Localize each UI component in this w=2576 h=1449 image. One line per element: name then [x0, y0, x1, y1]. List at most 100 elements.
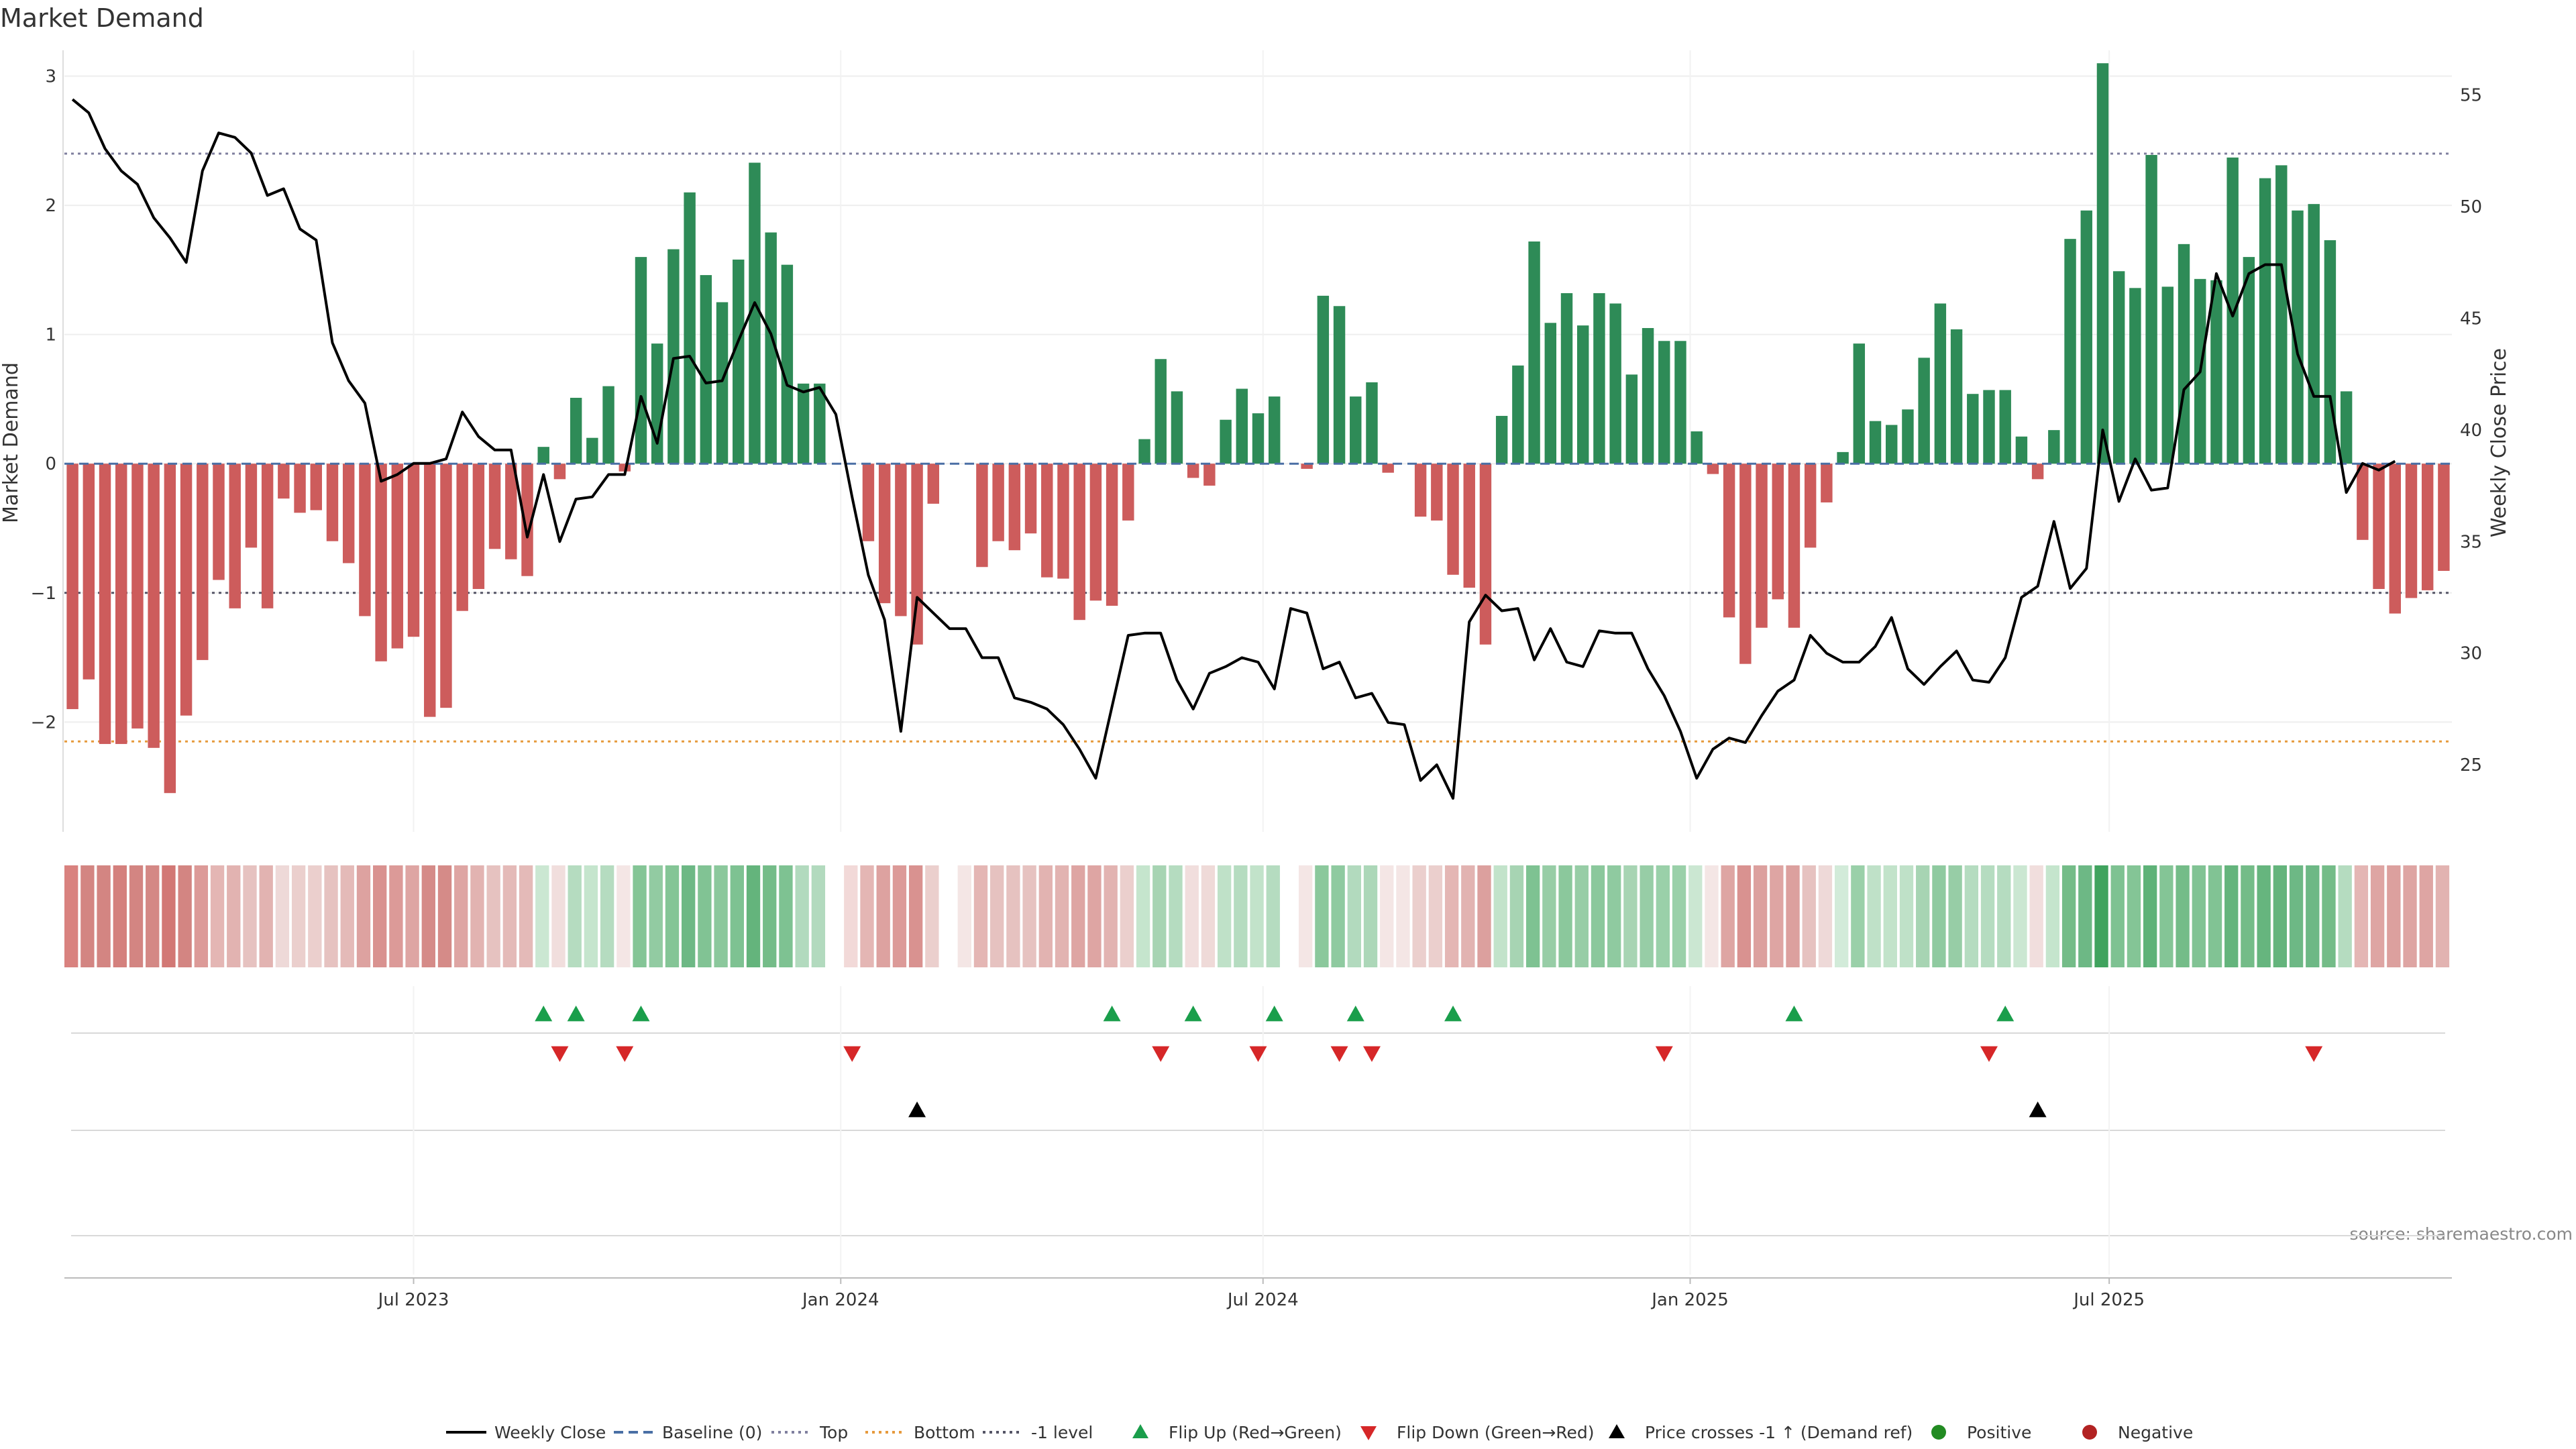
strip-cell [2403, 865, 2417, 967]
left-tick-label: −1 [31, 584, 56, 604]
strip-cell [1509, 865, 1524, 967]
bar-negative [456, 464, 468, 611]
strip-cell [1818, 865, 1833, 967]
flip-down-marker [1330, 1046, 1348, 1062]
bar-positive [2161, 286, 2174, 464]
bar-negative [976, 464, 988, 568]
strip-cell [925, 865, 939, 967]
bar-positive [2178, 244, 2190, 464]
bar-negative [375, 464, 387, 661]
strip-cell [1802, 865, 1816, 967]
strip-cell [665, 865, 680, 967]
bar-negative [359, 464, 371, 616]
demand-bars [66, 63, 2450, 794]
strip-cell [2176, 865, 2190, 967]
bar-positive [2259, 178, 2271, 464]
legend-label: Negative [2118, 1423, 2193, 1442]
bar-positive [1220, 419, 1232, 464]
bar-positive [1934, 303, 1947, 464]
legend-label: Top [819, 1423, 848, 1442]
bar-positive [1902, 409, 1914, 464]
strip-cell [1753, 865, 1768, 967]
bar-positive [1333, 306, 1346, 464]
bar-negative [1756, 464, 1768, 628]
bar-positive [1593, 293, 1605, 464]
bar-negative [472, 464, 485, 589]
bar-positive [814, 383, 826, 464]
legend-swatch-triangle-black [1609, 1424, 1625, 1438]
bar-negative [278, 464, 290, 499]
bar-negative [245, 464, 258, 548]
bar-negative [1447, 464, 1459, 575]
strip-cell [308, 865, 322, 967]
bar-positive [1967, 394, 1979, 464]
bar-negative [229, 464, 241, 608]
bar-positive [1252, 413, 1265, 464]
price-cross-marker [2029, 1102, 2047, 1118]
bar-positive [635, 257, 647, 464]
legend-label: -1 level [1031, 1423, 1093, 1442]
bar-negative [83, 464, 95, 680]
strip-cell [1964, 865, 1979, 967]
bar-negative [2031, 464, 2044, 480]
bar-negative [895, 464, 907, 616]
bar-negative [1788, 464, 1801, 628]
strip-cell [1412, 865, 1426, 967]
strip-cell [2029, 865, 2043, 967]
left-tick-label: 3 [45, 67, 56, 87]
strip-cell [2273, 865, 2288, 967]
strip-cell [1932, 865, 1946, 967]
legend-label: Flip Up (Red→Green) [1169, 1423, 1342, 1442]
strip-cell [2078, 865, 2092, 967]
strip-cell [1136, 865, 1150, 967]
bar-negative [1821, 464, 1833, 502]
right-tick-label: 25 [2460, 755, 2482, 775]
strip-cell [1363, 865, 1378, 967]
bar-positive [1268, 396, 1281, 464]
flip-down-marker [1249, 1046, 1267, 1062]
strip-cell [113, 865, 127, 967]
strip-cell [373, 865, 387, 967]
bar-negative [180, 464, 193, 716]
left-tick-label: 1 [45, 325, 56, 345]
strip-cell [1883, 865, 1897, 967]
bar-positive [1609, 303, 1621, 464]
strip-cell [2322, 865, 2336, 967]
strip-cell [1705, 865, 1719, 967]
strip-cell [1201, 865, 1216, 967]
strip-cell [2224, 865, 2239, 967]
strip-cell [600, 865, 614, 967]
bar-positive [765, 232, 777, 464]
weekly-close-polyline [71, 98, 2396, 800]
strip-cell [1834, 865, 1849, 967]
y-axis-label-right: Weekly Close Price [2487, 348, 2511, 537]
strip-cell [1120, 865, 1134, 967]
strip-cell [1867, 865, 1881, 967]
legend-item: Baseline (0) [614, 1423, 762, 1442]
strip-cell [146, 865, 160, 967]
strip-cell [1169, 865, 1183, 967]
legend-item: Negative [2082, 1423, 2193, 1442]
bar-negative [391, 464, 404, 649]
strip-cell [746, 865, 761, 967]
flip-down-marker [2305, 1046, 2323, 1062]
left-tick-label: −2 [31, 712, 56, 733]
strip-cell [356, 865, 371, 967]
strip-cell [908, 865, 923, 967]
flip-down-marker [843, 1046, 861, 1062]
flip-up-marker [567, 1006, 585, 1022]
strip-cell [2127, 865, 2141, 967]
strip-cell [486, 865, 500, 967]
bar-negative [1707, 464, 1719, 474]
bar-positive [1560, 293, 1573, 464]
bar-positive [537, 447, 549, 464]
flip-up-marker [1785, 1006, 1803, 1022]
strip-cell [2435, 865, 2450, 967]
bar-positive [1544, 323, 1557, 464]
bar-positive [2048, 430, 2060, 464]
strip-cell [1282, 865, 1297, 967]
legend-item: Top [771, 1423, 848, 1442]
strip-cell [210, 865, 225, 967]
bar-negative [2438, 464, 2450, 572]
